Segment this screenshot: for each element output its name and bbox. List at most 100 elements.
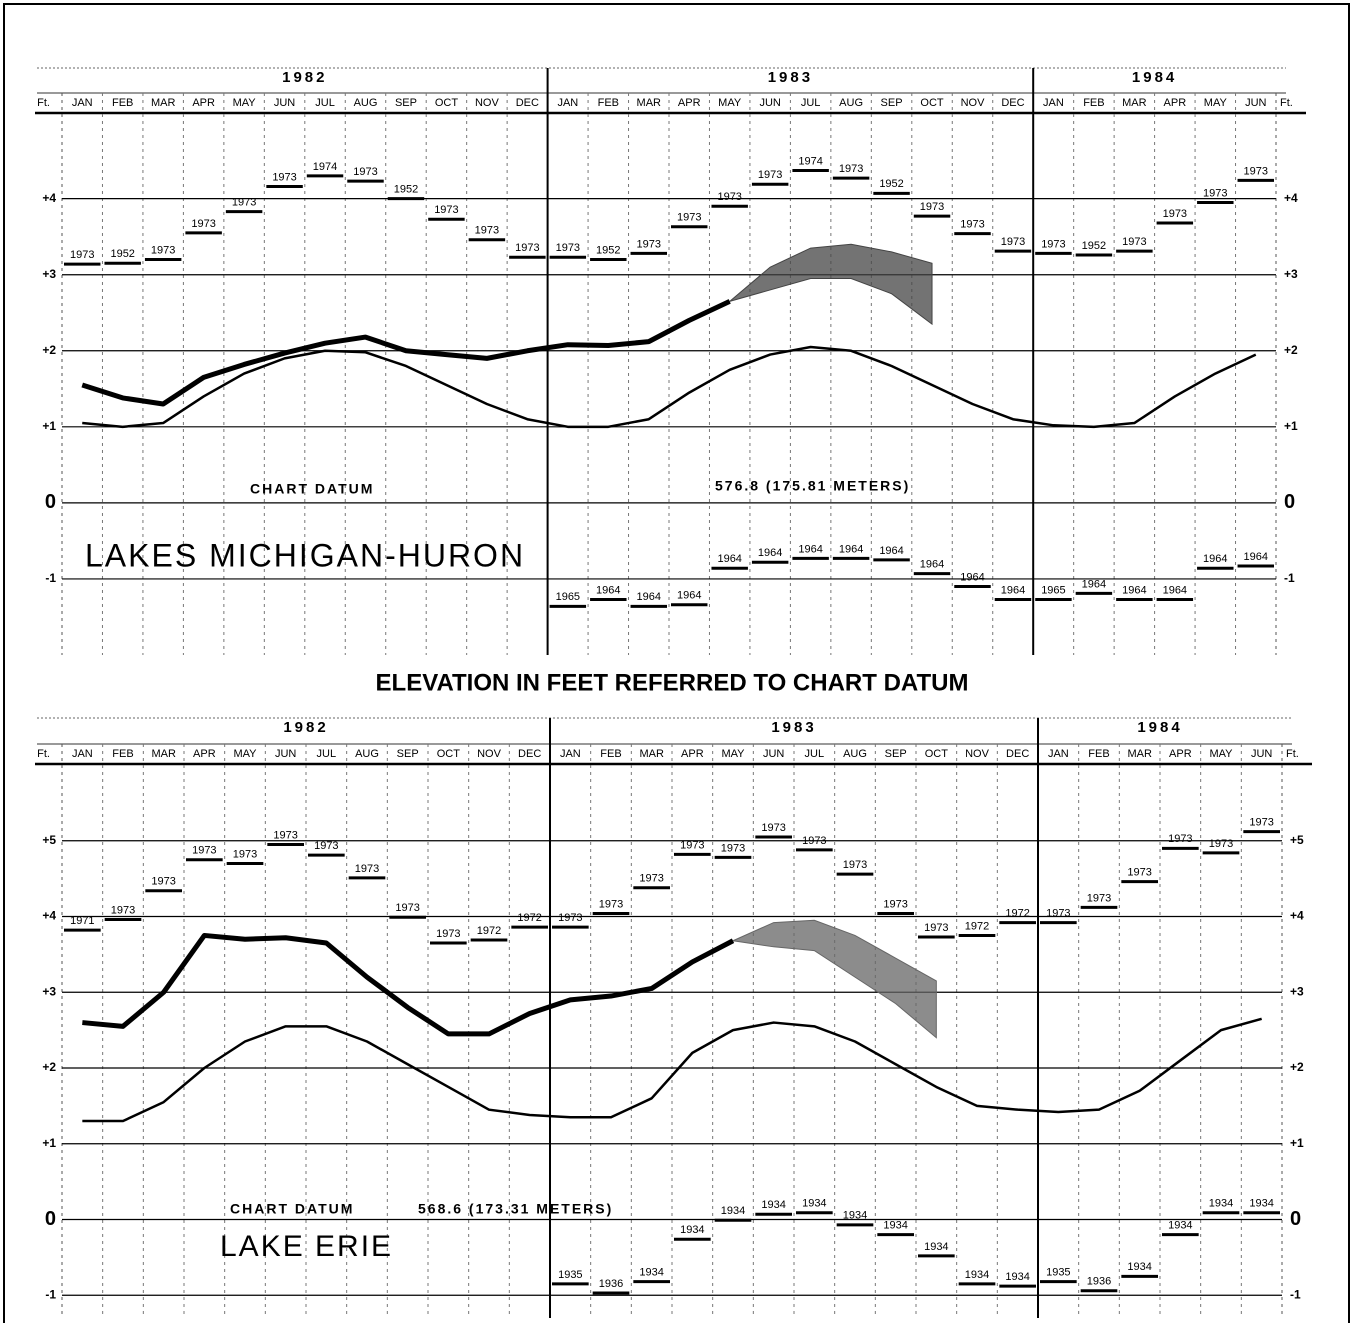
actual-line <box>82 932 735 1037</box>
record-year-label: 1973 <box>1249 817 1273 829</box>
datum-label: CHART DATUM <box>250 481 374 497</box>
y-tick-label: +1 <box>42 419 56 433</box>
record-year-label: 1973 <box>232 196 256 208</box>
y-unit: Ft. <box>37 748 50 760</box>
month-label: JUL <box>317 748 337 760</box>
record-year-label: 1973 <box>839 163 863 175</box>
month-label: OCT <box>925 748 949 760</box>
month-label: DEC <box>516 97 539 109</box>
record-year-label: 1965 <box>1041 584 1065 596</box>
month-label: MAY <box>718 97 742 109</box>
record-year-label: 1973 <box>1001 236 1025 248</box>
month-label: SEP <box>885 748 907 760</box>
record-year-label: 1964 <box>596 584 620 596</box>
record-year-label: 1973 <box>434 204 458 216</box>
y-tick-label: -1 <box>45 571 56 585</box>
record-year-label: 1971 <box>70 915 94 927</box>
record-year-label: 1973 <box>1209 838 1233 850</box>
year-label: 1982 <box>283 719 328 736</box>
y-tick-label: -1 <box>45 1287 56 1301</box>
record-year-label: 1973 <box>1168 833 1192 845</box>
month-label: APR <box>681 748 704 760</box>
y-tick-label: +3 <box>1284 267 1298 281</box>
record-year-label: 1934 <box>721 1205 745 1217</box>
record-year-label: 1964 <box>1122 584 1146 596</box>
record-year-label: 1964 <box>758 547 782 559</box>
record-year-label: 1973 <box>802 835 826 847</box>
record-year-label: 1973 <box>761 822 785 834</box>
record-year-label: 1934 <box>761 1199 785 1211</box>
record-year-label: 1973 <box>151 244 175 256</box>
month-label: OCT <box>437 748 461 760</box>
month-label: JUL <box>805 748 825 760</box>
record-year-label: 1973 <box>758 169 782 181</box>
record-year-label: 1934 <box>1168 1220 1192 1232</box>
month-label: JAN <box>557 97 578 109</box>
year-label: 1983 <box>771 719 816 736</box>
record-year-label: 1964 <box>839 543 863 555</box>
month-label: FEB <box>1088 748 1109 760</box>
month-label: JUN <box>274 97 295 109</box>
month-label: MAR <box>151 748 176 760</box>
record-year-label: 1934 <box>1209 1198 1233 1210</box>
month-label: FEB <box>1083 97 1104 109</box>
record-year-label: 1974 <box>798 155 822 167</box>
y-tick-label: +4 <box>42 909 56 923</box>
average-line <box>82 1017 1263 1123</box>
record-year-label: 1973 <box>475 225 499 237</box>
month-label: JAN <box>72 748 93 760</box>
record-year-label: 1973 <box>1203 187 1227 199</box>
y-tick-label: +3 <box>42 267 56 281</box>
record-year-label: 1973 <box>233 848 257 860</box>
month-label: JAN <box>1043 97 1064 109</box>
y-tick-label: +2 <box>1290 1060 1304 1074</box>
record-year-label: 1964 <box>637 591 661 603</box>
datum-value: 576.8 (175.81 METERS) <box>715 478 910 494</box>
month-label: DEC <box>1001 97 1024 109</box>
month-label: FEB <box>112 97 133 109</box>
year-label: 1983 <box>768 69 813 86</box>
month-label: JUN <box>763 748 784 760</box>
month-label: JUN <box>275 748 296 760</box>
record-year-label: 1964 <box>677 590 701 602</box>
record-year-label: 1972 <box>965 920 989 932</box>
forecast-band <box>731 919 937 1039</box>
record-year-label: 1973 <box>599 898 623 910</box>
record-year-label: 1934 <box>1249 1198 1273 1210</box>
record-year-label: 1973 <box>1087 892 1111 904</box>
record-year-label: 1934 <box>1005 1271 1029 1283</box>
y-tick-label: +3 <box>42 984 56 998</box>
record-year-label: 1973 <box>883 898 907 910</box>
month-label: NOV <box>961 97 986 109</box>
record-year-label: 1973 <box>924 922 948 934</box>
y-unit: Ft. <box>1280 97 1293 109</box>
month-label: NOV <box>477 748 502 760</box>
year-label: 1982 <box>282 69 327 86</box>
month-label: AUG <box>354 97 378 109</box>
month-label: DEC <box>1006 748 1029 760</box>
y-tick-label: +5 <box>42 833 56 847</box>
lake-title: LAKE ERIE <box>220 1230 393 1263</box>
month-label: MAR <box>637 97 662 109</box>
record-year-label: 1973 <box>151 876 175 888</box>
record-year-label: 1973 <box>273 829 297 841</box>
datum-value: 568.6 (173.31 METERS) <box>418 1201 613 1217</box>
month-label: JUL <box>801 97 821 109</box>
record-year-label: 1934 <box>924 1241 948 1253</box>
record-year-label: 1972 <box>477 925 501 937</box>
record-year-label: 1974 <box>313 161 337 173</box>
record-year-label: 1973 <box>639 873 663 885</box>
month-label: SEP <box>395 97 417 109</box>
y-tick-label: +2 <box>42 1060 56 1074</box>
month-label: JAN <box>560 748 581 760</box>
record-year-label: 1952 <box>879 178 903 190</box>
record-year-label: 1973 <box>920 201 944 213</box>
record-year-label: 1973 <box>192 845 216 857</box>
month-label: MAY <box>233 97 257 109</box>
month-label: JUN <box>1251 748 1272 760</box>
y-unit: Ft. <box>37 97 50 109</box>
record-year-label: 1964 <box>1203 553 1227 565</box>
month-label: MAR <box>1127 748 1152 760</box>
